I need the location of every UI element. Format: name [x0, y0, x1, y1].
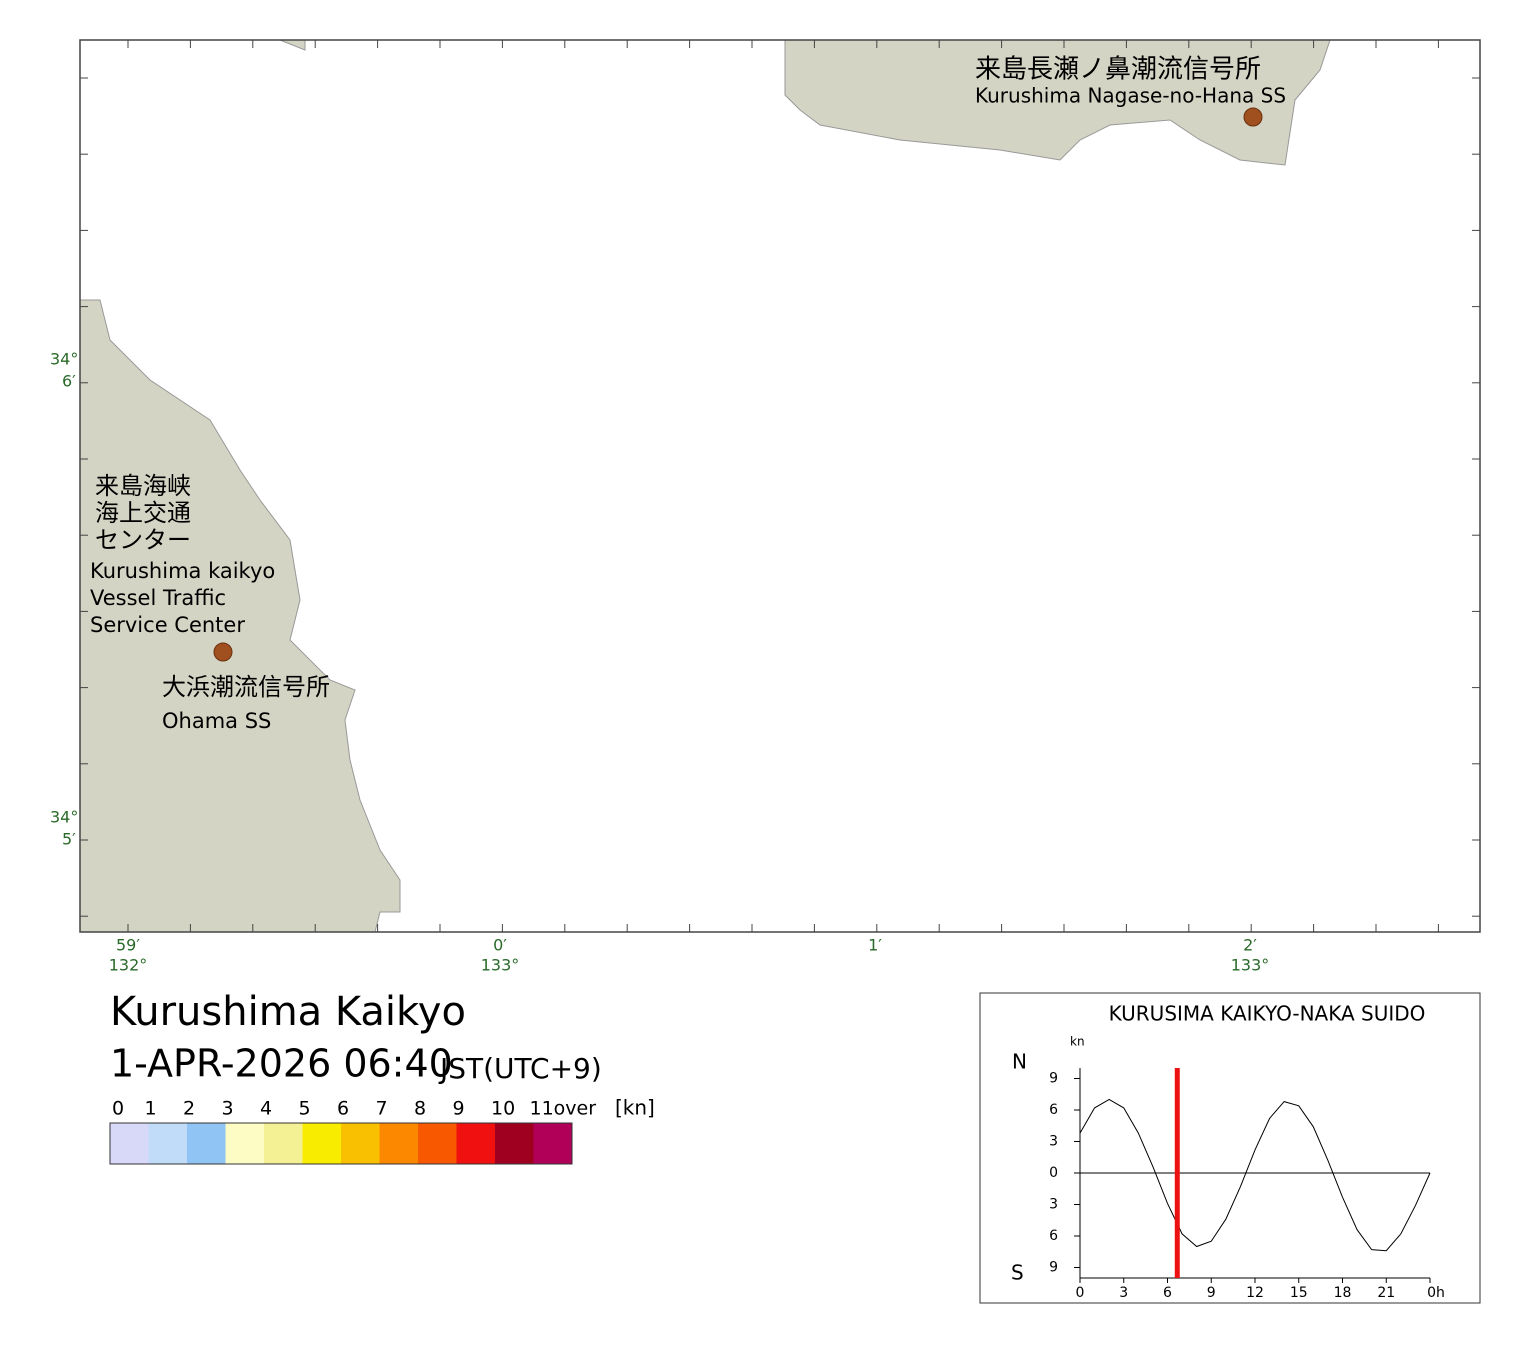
- y-tick-label: 0: [1049, 1165, 1058, 1181]
- vts-name-ja: 来島海峡: [95, 472, 191, 500]
- legend-swatch: [495, 1123, 534, 1164]
- station-name-en: Kurushima Nagase-no-Hana SS: [975, 84, 1286, 108]
- map-frame: [79, 39, 1481, 933]
- y-tick-label: 3: [1049, 1197, 1058, 1213]
- legend-swatch: [110, 1123, 149, 1164]
- south-label: S: [1011, 1261, 1024, 1285]
- north-label: N: [1012, 1050, 1027, 1074]
- tide-box: [979, 992, 1481, 1304]
- x-tick-label: 6: [1163, 1285, 1172, 1301]
- legend-swatch: [456, 1123, 495, 1164]
- lon-label-min: 2′: [1243, 936, 1257, 955]
- lat-label-deg: 34°: [50, 350, 78, 369]
- lat-label-deg: 34°: [50, 808, 78, 827]
- legend-label: 2: [183, 1098, 195, 1120]
- tide-chart: KURUSIMA KAIKYO-NAKA SUIDO kn N S 9 6 3 0 3 6 9 0 3 6…: [1011, 1002, 1445, 1302]
- x-tick-label: 21: [1377, 1285, 1395, 1301]
- tide-title: KURUSIMA KAIKYO-NAKA SUIDO: [1109, 1002, 1426, 1026]
- lon-label-min: 0′: [493, 936, 507, 955]
- map-datetime: 1-APR-2026 06:40: [110, 1042, 453, 1086]
- station-name-ja: 来島長瀬ノ鼻潮流信号所: [975, 55, 1261, 85]
- lat-label-min: 6′: [62, 372, 76, 391]
- lon-label-deg: 133°: [1231, 956, 1270, 975]
- land: [79, 39, 1331, 933]
- vts-name-en: Service Center: [90, 613, 245, 637]
- x-tick-label: 0: [1076, 1285, 1085, 1301]
- legend-swatch: [533, 1123, 572, 1164]
- legend-swatch: [187, 1123, 226, 1164]
- legend-label: 0: [112, 1098, 124, 1120]
- labels: 34°6′34°5′59′132°0′133°1′ 2′133°来島長瀬ノ鼻潮流信…: [50, 55, 1286, 1165]
- station-name-en: Ohama SS: [162, 709, 271, 733]
- legend-label: 3: [222, 1098, 234, 1120]
- legend-swatch: [264, 1123, 303, 1164]
- map-timezone: JST(UTC+9): [438, 1052, 602, 1085]
- legend-label: 10: [491, 1098, 515, 1120]
- lon-label-min: 1′: [868, 936, 882, 955]
- legend-label: 5: [299, 1098, 311, 1120]
- legend-label: 8: [414, 1098, 426, 1120]
- station-marker: [213, 642, 233, 662]
- legend-unit: [kn]: [615, 1096, 655, 1120]
- legend-label: 6: [337, 1098, 349, 1120]
- y-tick-label: 9: [1049, 1260, 1058, 1276]
- lon-label-deg: 132°: [109, 956, 148, 975]
- legend-swatch: [302, 1123, 341, 1164]
- lon-label-min: 59′: [116, 936, 140, 955]
- vts-name-ja: センター: [95, 526, 191, 554]
- legend-swatch: [225, 1123, 264, 1164]
- x-tick-label: 0h: [1427, 1285, 1445, 1301]
- legend-label: 11over: [530, 1098, 597, 1120]
- land-north: [784, 39, 1331, 166]
- x-tick-label: 9: [1207, 1285, 1216, 1301]
- x-tick-label: 18: [1334, 1285, 1352, 1301]
- lat-label-min: 5′: [62, 830, 76, 849]
- legend-label: 9: [453, 1098, 465, 1120]
- legend-border: [109, 1122, 573, 1165]
- x-tick-label: 3: [1119, 1285, 1128, 1301]
- legend-label: 4: [260, 1098, 272, 1120]
- y-tick-label: 3: [1049, 1134, 1058, 1150]
- y-tick-label: 6: [1049, 1228, 1058, 1244]
- land-west: [79, 299, 401, 933]
- legend-swatch: [341, 1123, 380, 1164]
- legend-swatch: [379, 1123, 418, 1164]
- lon-label-deg: 133°: [481, 956, 520, 975]
- y-tick-label: 9: [1049, 1071, 1058, 1087]
- y-tick-label: 6: [1049, 1102, 1058, 1118]
- station-marker: [1243, 107, 1263, 127]
- vts-name-en: Vessel Traffic: [90, 586, 226, 610]
- x-tick-label: 15: [1290, 1285, 1308, 1301]
- legend-label: 1: [145, 1098, 157, 1120]
- legend-swatch: [148, 1123, 187, 1164]
- legend-label: 7: [376, 1098, 388, 1120]
- station-name-ja: 大浜潮流信号所: [162, 673, 330, 701]
- map-title: Kurushima Kaikyo: [110, 989, 466, 1035]
- frame-border: [79, 39, 1481, 933]
- tide-curve: [1079, 1098, 1431, 1252]
- vts-name-ja: 海上交通: [95, 499, 191, 527]
- vts-name-en: Kurushima kaikyo: [90, 559, 275, 583]
- y-unit: kn: [1070, 1035, 1085, 1049]
- x-tick-label: 12: [1246, 1285, 1264, 1301]
- legend-swatch: [418, 1123, 457, 1164]
